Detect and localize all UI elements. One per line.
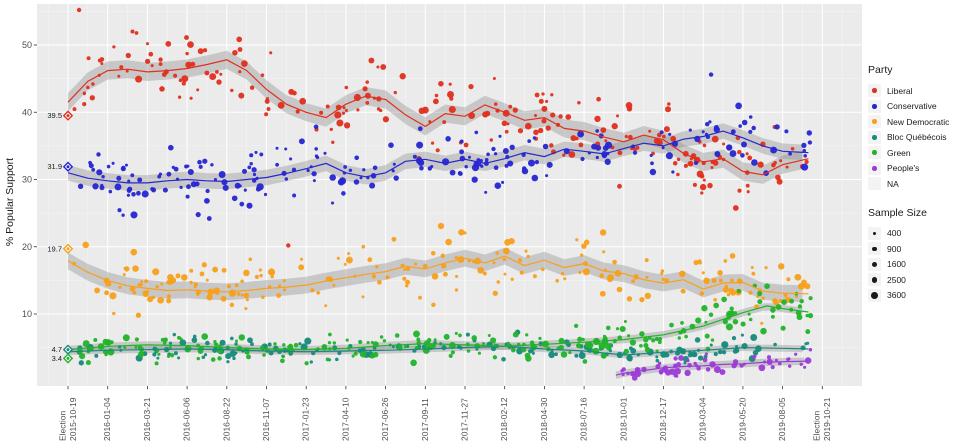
election-result-label: 31.9 <box>47 162 62 171</box>
sample-size-legend-item: 2500 <box>868 272 960 288</box>
party-legend-label: Conservative <box>887 101 937 112</box>
sample-size-dot-icon <box>868 273 881 287</box>
gridlines <box>37 4 862 386</box>
election-result-label: 4.7 <box>52 345 62 354</box>
party-legend: Party Liberal Conservative New Democratic B… <box>868 64 960 192</box>
trend-line-People's <box>615 360 809 376</box>
x-tick-label: Election <box>812 410 822 441</box>
x-tick-label: 2017-01-23 <box>301 397 311 441</box>
x-tick-label: 2016-11-07 <box>261 398 271 441</box>
x-tick-label: 2015-10-19 <box>68 397 78 441</box>
party-color-dot-icon <box>868 99 881 113</box>
legend-panel: Party Liberal Conservative New Democratic B… <box>868 64 960 303</box>
x-tick-label: 2019-10-21 <box>822 397 832 441</box>
party-color-dot-icon <box>868 146 881 160</box>
ribbon-Green <box>68 303 803 354</box>
party-legend-label: New Democratic <box>887 116 950 127</box>
election-2015-markers: 39.5 31.9 19.7 4.73.4 <box>47 110 74 364</box>
party-legend-label: Liberal <box>887 85 913 96</box>
sample-size-legend-label: 900 <box>887 243 902 254</box>
x-tick-label: 2018-02-12 <box>499 397 509 441</box>
ribbon-New Democratic <box>68 247 803 303</box>
sample-size-legend-label: 400 <box>887 228 902 239</box>
x-tick-label: 2016-03-21 <box>142 397 152 441</box>
trend-line-Conservative <box>67 130 809 184</box>
party-legend-list: Liberal Conservative New Democratic Bloc Qu… <box>868 83 960 192</box>
party-legend-label: People's <box>887 163 920 174</box>
x-tick-label: 2018-07-16 <box>579 397 589 441</box>
sample-size-legend-label: 3600 <box>887 290 906 301</box>
x-tick-label: 2017-04-10 <box>340 397 350 441</box>
sample-size-legend-item: 900 <box>868 241 960 257</box>
party-legend-item: New Democratic <box>868 114 960 130</box>
x-tick-label: 2018-12-17 <box>658 397 668 441</box>
sample-size-legend-item: 1600 <box>868 257 960 273</box>
x-tick-label: 2017-09-11 <box>420 398 430 441</box>
party-color-dot-icon <box>868 84 881 98</box>
trend-line-Liberal <box>67 59 809 176</box>
sample-size-legend-item: 3600 <box>868 288 960 304</box>
x-tick-label: 2019-03-04 <box>698 397 708 441</box>
trend-lines <box>67 59 809 376</box>
y-tick-label: 10 <box>22 309 32 319</box>
trend-line-Bloc Québécois <box>67 345 809 356</box>
x-tick-label: 2017-06-26 <box>380 397 390 441</box>
trend-line-Green <box>67 305 809 351</box>
election-result-label: 3.4 <box>52 354 62 363</box>
party-color-dot-icon <box>868 115 881 129</box>
sample-size-legend-list: 400 900 1600 2500 3600 <box>868 226 960 304</box>
y-tick-label: 30 <box>22 175 32 185</box>
sample-size-legend: Sample Size 400 900 1600 2500 3600 <box>868 207 960 304</box>
x-tick-label: 2016-06-06 <box>182 397 192 441</box>
x-tick-label: 2019-05-20 <box>737 397 747 441</box>
x-tick-label: 2016-01-04 <box>102 397 112 441</box>
y-tick-label: 50 <box>22 40 32 50</box>
party-legend-item: Green <box>868 145 960 161</box>
na-empty-key <box>868 177 881 191</box>
sample-size-legend-label: 1600 <box>887 259 906 270</box>
party-legend-label: Bloc Québécois <box>887 132 947 143</box>
party-color-dot-icon <box>868 130 881 144</box>
ribbon-Liberal <box>68 50 803 184</box>
y-axis-title: % Popular Support <box>4 157 16 247</box>
x-tick-label: Election <box>57 410 67 441</box>
party-legend-label: NA <box>887 178 899 189</box>
election-result-label: 19.7 <box>47 244 62 253</box>
sample-size-legend-label: 2500 <box>887 274 906 285</box>
party-legend-item: Bloc Québécois <box>868 130 960 146</box>
sample-size-dot-icon <box>868 242 881 256</box>
party-color-dot-icon <box>868 161 881 175</box>
x-tick-label: 2018-04-30 <box>539 397 549 441</box>
party-legend-item: Conservative <box>868 99 960 115</box>
y-tick-label: 40 <box>22 107 32 117</box>
party-legend-item: Liberal <box>868 83 960 99</box>
x-tick-label: 2018-10-01 <box>618 397 628 441</box>
sample-size-legend-item: 400 <box>868 226 960 242</box>
election-result-label: 39.5 <box>47 111 62 120</box>
party-legend-item: NA <box>868 176 960 192</box>
x-tick-label: 2019-08-05 <box>777 397 787 441</box>
party-legend-item: People's <box>868 161 960 177</box>
party-legend-title: Party <box>868 64 893 76</box>
sample-size-legend-title: Sample Size <box>868 206 927 219</box>
sample-size-dot-icon <box>868 226 881 240</box>
ribbon-Conservative <box>68 123 803 191</box>
trend-line-New Democratic <box>67 255 809 295</box>
sample-size-dot-icon <box>868 257 881 271</box>
y-tick-label: 20 <box>22 242 32 252</box>
x-tick-label: 2016-08-22 <box>221 397 231 441</box>
sample-size-dot-icon <box>868 288 881 302</box>
party-legend-label: Green <box>887 147 911 158</box>
x-tick-label: 2017-11-27 <box>460 398 470 441</box>
